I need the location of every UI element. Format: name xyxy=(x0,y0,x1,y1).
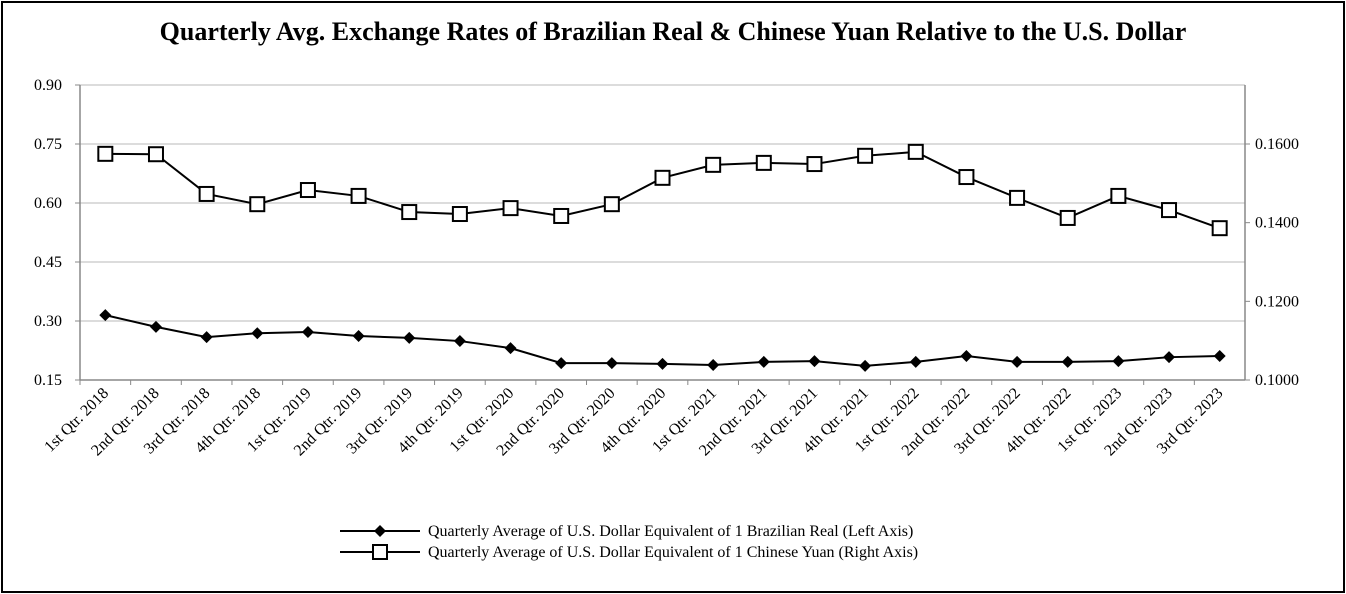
real-data-point xyxy=(352,329,365,342)
right-tick-label: 0.1000 xyxy=(1255,372,1299,389)
right-tick-label: 0.1200 xyxy=(1255,293,1299,310)
real-data-point xyxy=(149,320,162,333)
yuan-data-point xyxy=(1059,209,1076,226)
left-tick-label: 0.45 xyxy=(34,254,62,271)
real-data-point xyxy=(605,357,618,370)
real-data-point xyxy=(1112,355,1125,368)
real-data-point xyxy=(960,350,973,363)
left-tick-label: 0.30 xyxy=(34,313,62,330)
real-data-point xyxy=(504,342,517,355)
yuan-data-point xyxy=(603,196,620,213)
legend-label: Quarterly Average of U.S. Dollar Equival… xyxy=(428,544,918,561)
yuan-data-point xyxy=(1211,220,1228,237)
real-data-point xyxy=(909,355,922,368)
yuan-data-point xyxy=(1009,189,1026,206)
chart-title: Quarterly Avg. Exchange Rates of Brazili… xyxy=(160,17,1187,46)
yuan-data-point xyxy=(907,143,924,160)
legend-marker xyxy=(374,525,386,537)
legend-label: Quarterly Average of U.S. Dollar Equival… xyxy=(428,523,913,540)
left-tick-label: 0.75 xyxy=(34,136,62,153)
yuan-data-point xyxy=(1161,202,1178,219)
real-data-point xyxy=(1011,355,1024,368)
real-data-point xyxy=(1163,351,1176,364)
real-data-point xyxy=(200,331,213,344)
yuan-data-point xyxy=(249,196,266,213)
yuan-data-point xyxy=(1110,187,1127,204)
left-tick-label: 0.15 xyxy=(34,372,62,389)
yuan-data-point xyxy=(857,147,874,164)
yuan-data-point xyxy=(451,206,468,223)
series-line-yuan xyxy=(105,150,1221,230)
real-data-point xyxy=(555,357,568,370)
left-tick-label: 0.90 xyxy=(34,77,62,94)
real-data-point xyxy=(808,355,821,368)
yuan-data-point xyxy=(755,154,772,171)
yuan-data-point xyxy=(350,187,367,204)
real-data-point xyxy=(859,359,872,372)
yuan-data-point xyxy=(97,145,114,162)
yuan-data-point xyxy=(147,146,164,163)
real-data-point xyxy=(707,359,720,372)
legend-marker xyxy=(372,544,388,560)
right-tick-label: 0.1600 xyxy=(1255,136,1299,153)
right-tick-label: 0.1400 xyxy=(1255,215,1299,232)
real-data-point xyxy=(757,355,770,368)
yuan-data-point xyxy=(198,185,215,202)
legend: Quarterly Average of U.S. Dollar Equival… xyxy=(340,523,918,561)
yuan-data-point xyxy=(299,182,316,199)
yuan-data-point xyxy=(553,207,570,224)
yuan-data-point xyxy=(502,200,519,217)
real-data-point xyxy=(251,327,264,340)
left-tick-label: 0.60 xyxy=(34,195,62,212)
real-data-point xyxy=(656,357,669,370)
real-data-point xyxy=(99,309,112,322)
yuan-data-point xyxy=(401,204,418,221)
yuan-data-point xyxy=(705,156,722,173)
yuan-data-point xyxy=(806,156,823,173)
real-data-point xyxy=(301,326,314,339)
yuan-data-point xyxy=(654,169,671,186)
real-data-point xyxy=(403,331,416,344)
yuan-data-point xyxy=(958,169,975,186)
real-data-point xyxy=(453,335,466,348)
real-data-point xyxy=(1061,355,1074,368)
real-data-point xyxy=(1213,350,1226,363)
